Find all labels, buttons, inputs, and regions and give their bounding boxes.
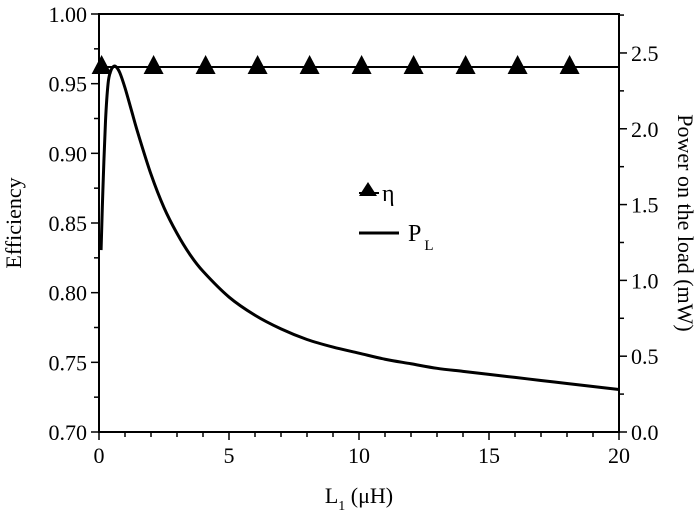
series-power-load — [99, 64, 620, 392]
x-axis-ticks: 0 5 10 15 20 — [94, 432, 630, 468]
triangle-marker-icon — [247, 54, 268, 74]
y-tick-label: 0.80 — [49, 281, 88, 306]
legend-eta-label: η — [382, 181, 395, 207]
y2-tick-label: 2.0 — [631, 117, 659, 142]
series-efficiency — [91, 54, 619, 74]
x-axis-title: L1 (μH) — [325, 483, 393, 514]
y-axis-title: Efficiency — [1, 177, 26, 268]
y2-tick-label: 2.5 — [631, 41, 659, 66]
x-tick-label: 0 — [94, 443, 105, 468]
triangle-marker-icon — [507, 54, 528, 74]
triangle-marker-icon — [195, 54, 216, 74]
x-tick-label: 10 — [348, 443, 370, 468]
triangle-marker-icon — [91, 54, 112, 74]
triangle-marker-icon — [299, 54, 320, 74]
y2-tick-label: 1.5 — [631, 193, 659, 218]
triangle-marker-icon — [143, 54, 164, 74]
y-tick-label: 1.00 — [49, 2, 88, 27]
y2-tick-label: 1.0 — [631, 268, 659, 293]
y2-tick-label: 0.5 — [631, 344, 659, 369]
y-tick-label: 0.90 — [49, 141, 88, 166]
y2-axis-title: Power on the load (mW) — [673, 114, 698, 332]
y-tick-label: 0.70 — [49, 420, 88, 445]
y-tick-label: 0.85 — [49, 211, 88, 236]
triangle-marker-icon — [351, 54, 372, 74]
x-tick-label: 5 — [224, 443, 235, 468]
triangle-marker-icon — [559, 54, 580, 74]
y2-tick-label: 0.0 — [631, 420, 659, 445]
power-curve — [99, 64, 620, 392]
y-tick-label: 0.95 — [49, 72, 88, 97]
plot-border — [98, 13, 620, 433]
triangle-marker-icon — [455, 54, 476, 74]
triangle-marker-icon — [403, 54, 424, 74]
y-axis-ticks: 0.70 0.75 0.80 0.85 0.90 0.95 1.00 — [49, 2, 99, 445]
x-tick-label: 15 — [478, 443, 500, 468]
y2-axis-ticks: 0.0 0.5 1.0 1.5 2.0 2.5 — [619, 14, 659, 445]
x-tick-label: 20 — [608, 443, 630, 468]
plot-frame — [98, 13, 620, 433]
y-tick-label: 0.75 — [49, 350, 88, 375]
